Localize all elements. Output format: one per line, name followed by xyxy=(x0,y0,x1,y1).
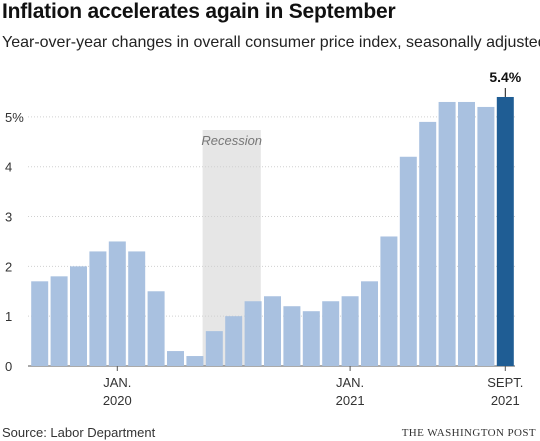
bar xyxy=(322,301,340,366)
bar xyxy=(438,101,456,367)
recession-label: Recession xyxy=(201,133,262,148)
y-tick-label: 2 xyxy=(5,259,12,274)
bar xyxy=(380,236,398,366)
bar xyxy=(128,251,146,366)
bar-highlight xyxy=(496,96,514,367)
bar xyxy=(283,306,301,366)
x-tick-label-year: 2020 xyxy=(103,393,132,408)
x-tick-label: JAN. xyxy=(103,375,131,390)
bar xyxy=(89,251,107,366)
bar xyxy=(302,311,320,366)
bar xyxy=(167,351,184,366)
bar xyxy=(419,121,437,367)
bar xyxy=(108,241,126,366)
bar xyxy=(244,301,262,366)
bar xyxy=(341,296,359,366)
bar xyxy=(361,281,378,366)
y-tick-label: 5% xyxy=(5,110,24,125)
y-tick-label: 1 xyxy=(5,309,12,324)
bar xyxy=(31,281,49,366)
x-tick-label-year: 2021 xyxy=(336,393,365,408)
bar xyxy=(225,316,243,366)
y-tick-label: 4 xyxy=(5,160,12,175)
bar xyxy=(399,156,417,366)
bar xyxy=(477,106,495,366)
bar xyxy=(264,296,281,366)
bar xyxy=(458,101,475,367)
y-tick-label: 0 xyxy=(5,359,12,374)
x-tick-label: JAN. xyxy=(336,375,364,390)
x-tick-label-year: 2021 xyxy=(491,393,520,408)
bar xyxy=(186,356,204,366)
bar xyxy=(70,266,87,366)
publisher-credit: THE WASHINGTON POST xyxy=(401,427,536,439)
source-note: Source: Labor Department xyxy=(2,425,156,440)
y-tick-label: 3 xyxy=(5,210,12,225)
bar xyxy=(50,276,68,366)
bar xyxy=(147,291,165,366)
highlight-value-label: 5.4% xyxy=(489,69,521,85)
chart-title: Inflation accelerates again in September xyxy=(2,0,396,23)
chart-subtitle: Year-over-year changes in overall consum… xyxy=(2,34,540,51)
bar xyxy=(205,331,223,366)
x-tick-label: SEPT. xyxy=(487,375,523,390)
